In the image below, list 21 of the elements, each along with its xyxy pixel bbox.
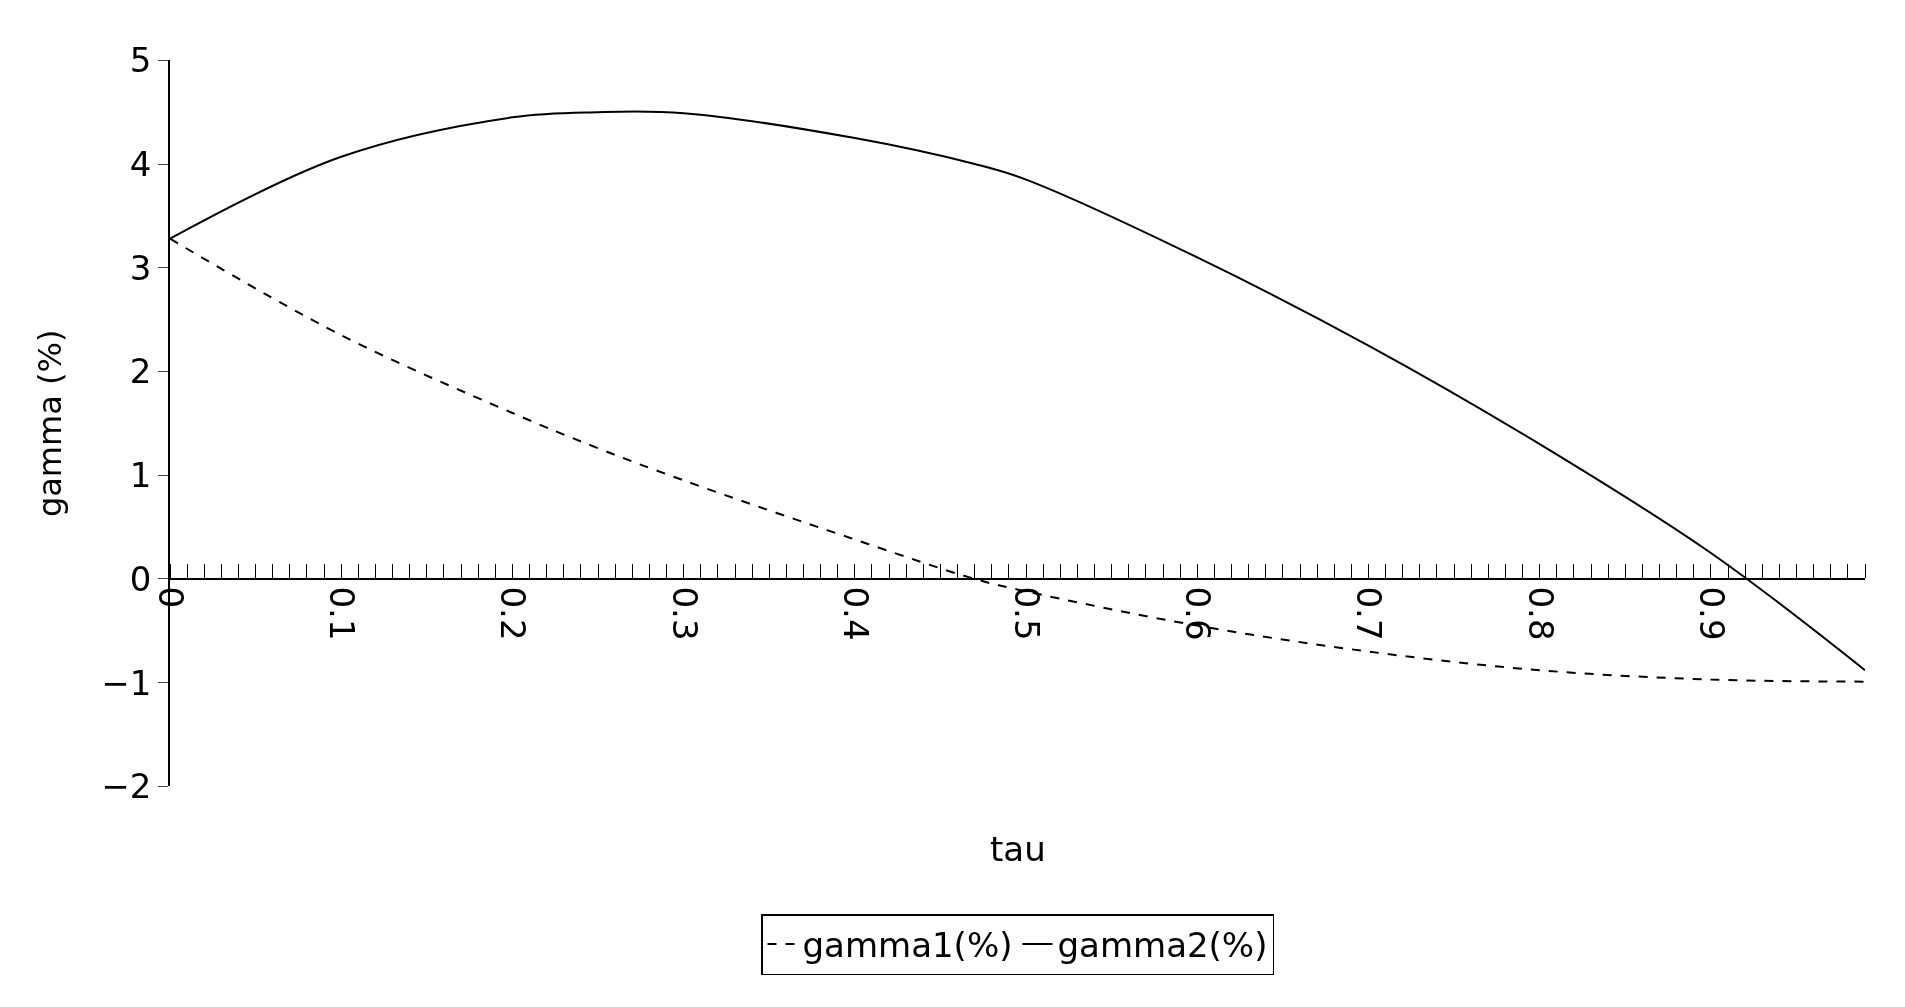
x-tick-label: 0.1 xyxy=(322,586,363,641)
x-axis-title: tau xyxy=(990,829,1046,869)
x-tick-label: 0.8 xyxy=(1520,586,1561,641)
y-tick-label: 3 xyxy=(129,247,152,288)
x-tick-label: 0.2 xyxy=(493,586,534,641)
y-tick-label: 1 xyxy=(129,455,152,496)
x-tick-label: 0.7 xyxy=(1349,586,1390,641)
y-tick-label: 4 xyxy=(129,143,152,184)
x-tick-label: 0.6 xyxy=(1178,586,1219,641)
x-tick-label: 0.9 xyxy=(1691,586,1732,641)
x-tick-label: 0.4 xyxy=(835,586,876,641)
legend-label: gamma2(%) xyxy=(1057,925,1268,966)
x-tick-label: 0.3 xyxy=(664,586,705,641)
y-tick-label: 0 xyxy=(129,558,152,599)
legend-label: gamma1(%) xyxy=(802,925,1013,966)
y-tick-label: −2 xyxy=(101,766,152,807)
y-tick-label: −1 xyxy=(101,662,152,703)
y-tick-label: 5 xyxy=(129,40,152,81)
x-tick-label: 0.5 xyxy=(1007,586,1048,641)
y-axis-title: gamma (%) xyxy=(31,329,70,518)
y-tick-label: 2 xyxy=(129,351,152,392)
